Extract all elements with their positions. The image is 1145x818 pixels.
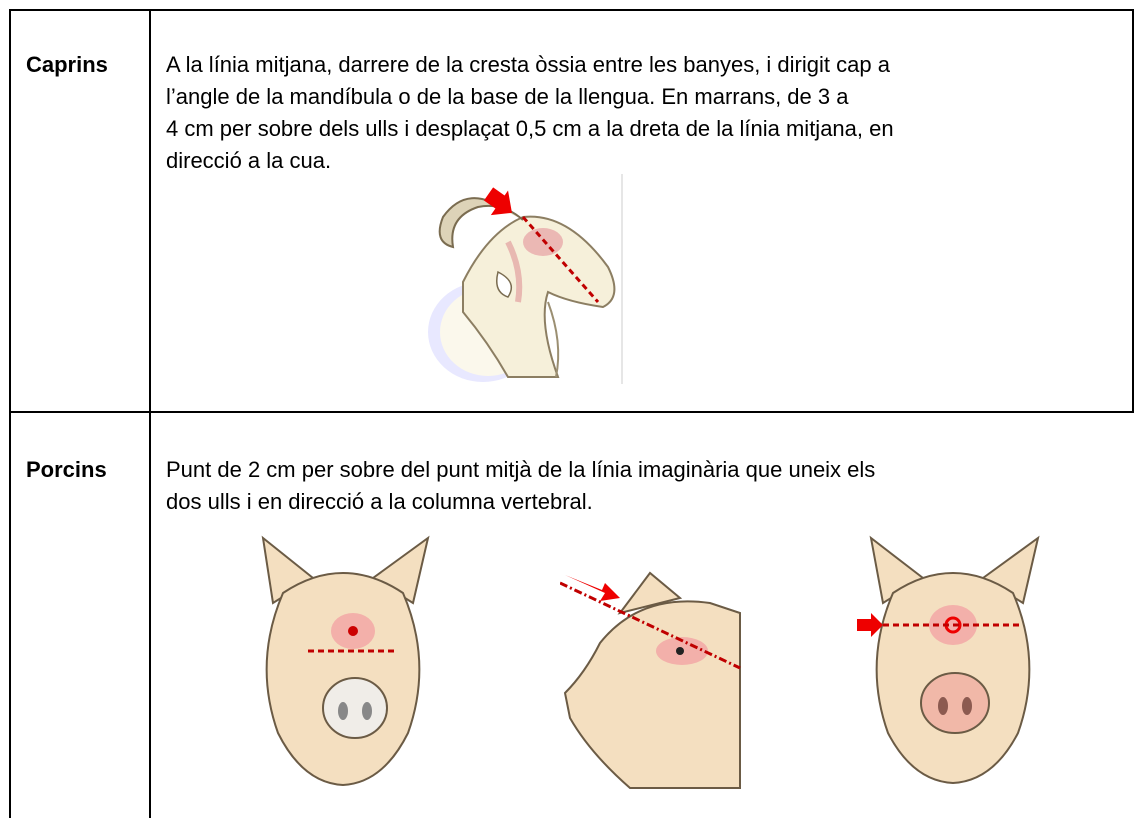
row-text: dos ulls i en direcció a la columna vert…	[166, 489, 593, 514]
pig-front-marked-illustration	[857, 535, 1040, 785]
column-divider	[149, 9, 151, 818]
row-text: A la línia mitjana, darrere de la cresta…	[166, 52, 890, 77]
row-label: Porcins	[26, 457, 107, 482]
row-divider	[9, 411, 1134, 413]
pig-side-illustration	[560, 571, 741, 789]
border-right	[1132, 9, 1134, 413]
border-left	[9, 9, 11, 818]
row-text: l’angle de la mandíbula o de la base de …	[166, 84, 849, 109]
border-top	[9, 9, 1134, 11]
row-text: Punt de 2 cm per sobre del punt mitjà de…	[166, 457, 876, 482]
row-label: Caprins	[26, 52, 108, 77]
row-text: 4 cm per sobre dels ulls i desplaçat 0,5…	[166, 116, 894, 141]
pig-front-illustration	[261, 535, 430, 787]
row-text: direcció a la cua.	[166, 148, 332, 173]
goat-illustration	[428, 172, 623, 384]
